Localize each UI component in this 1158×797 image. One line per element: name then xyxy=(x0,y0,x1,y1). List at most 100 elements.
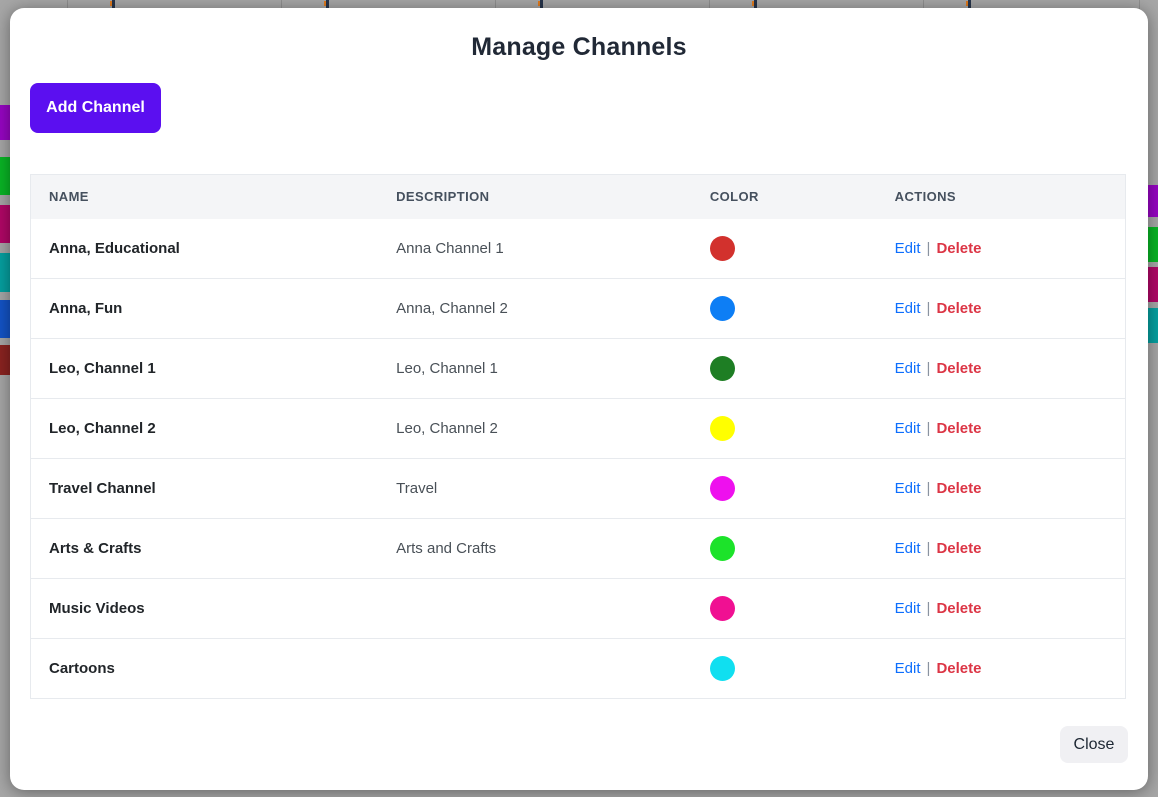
delete-link[interactable]: Delete xyxy=(936,239,982,257)
channel-color-cell xyxy=(691,518,877,579)
action-separator: | xyxy=(926,239,931,257)
channel-color-cell xyxy=(691,458,877,519)
channel-actions-cell: Edit | Delete xyxy=(876,278,1126,339)
table-row: Leo, Channel 2 Leo, Channel 2 Edit | Delet… xyxy=(30,398,1126,459)
channel-name: Anna, Educational xyxy=(30,218,379,279)
channel-actions-cell: Edit | Delete xyxy=(876,398,1126,459)
channel-color-dot xyxy=(709,536,735,561)
delete-link[interactable]: Delete xyxy=(936,660,982,677)
backdrop-right-strip xyxy=(1147,0,1158,797)
manage-channels-modal: Manage Channels Add Channel NAME DESCRIP… xyxy=(10,8,1148,790)
background-event-block xyxy=(0,157,11,195)
channel-name: Anna, Fun xyxy=(30,278,379,339)
table-row: Music Videos Edit | Delete xyxy=(30,578,1126,639)
background-event-block xyxy=(0,105,11,140)
channel-color-dot xyxy=(709,656,735,681)
background-grid-line xyxy=(281,0,282,9)
background-event-block xyxy=(0,300,11,338)
backdrop-top-strip xyxy=(0,0,1158,9)
background-event-tick xyxy=(752,0,757,9)
channel-description: Leo, Channel 2 xyxy=(378,398,692,459)
action-separator: | xyxy=(926,480,931,497)
delete-link[interactable]: Delete xyxy=(936,360,982,377)
channel-color-cell xyxy=(691,578,877,639)
edit-link[interactable]: Edit xyxy=(894,480,921,497)
channel-color-cell xyxy=(691,338,877,399)
table-row: Anna, Educational Anna Channel 1 Edit | De… xyxy=(30,218,1126,279)
channel-color-dot xyxy=(709,596,735,621)
channel-color-cell xyxy=(691,638,877,699)
background-event-block xyxy=(1147,185,1158,217)
background-grid-line xyxy=(67,0,68,9)
delete-link[interactable]: Delete xyxy=(936,600,982,617)
channel-color-dot xyxy=(709,476,735,501)
delete-link[interactable]: Delete xyxy=(936,480,982,497)
action-separator: | xyxy=(926,300,931,317)
column-header-color: COLOR xyxy=(691,174,877,219)
channels-table: NAME DESCRIPTION COLOR ACTIONS Anna, Edu… xyxy=(30,174,1126,699)
background-event-block xyxy=(1147,267,1158,302)
add-channel-button[interactable]: Add Channel xyxy=(30,83,161,133)
background-event-tick xyxy=(966,0,971,9)
channel-color-dot xyxy=(709,235,735,261)
channel-actions-cell: Edit | Delete xyxy=(876,578,1126,639)
table-row: Arts & Crafts Arts and Crafts Edit | Delet… xyxy=(30,518,1126,579)
background-grid-line xyxy=(923,0,924,9)
delete-link[interactable]: Delete xyxy=(936,300,982,317)
action-separator: | xyxy=(926,660,931,677)
channel-name: Arts & Crafts xyxy=(30,518,379,579)
edit-link[interactable]: Edit xyxy=(894,300,921,317)
channel-actions-cell: Edit | Delete xyxy=(876,518,1126,579)
channel-actions-cell: Edit | Delete xyxy=(876,338,1126,399)
channel-description: Travel xyxy=(378,458,692,519)
channel-description xyxy=(378,578,692,639)
delete-link[interactable]: Delete xyxy=(936,540,982,557)
delete-link[interactable]: Delete xyxy=(936,420,982,437)
channel-name: Cartoons xyxy=(30,638,379,699)
channel-color-dot xyxy=(709,416,735,441)
background-event-block xyxy=(1147,308,1158,343)
modal-footer: Close xyxy=(30,726,1128,763)
channel-actions-cell: Edit | Delete xyxy=(876,218,1126,279)
backdrop-left-strip xyxy=(0,0,11,797)
background-event-tick xyxy=(110,0,115,9)
table-header-row: NAME DESCRIPTION COLOR ACTIONS xyxy=(30,174,1126,219)
channel-color-dot xyxy=(709,296,735,321)
close-button[interactable]: Close xyxy=(1060,726,1128,763)
channel-description: Arts and Crafts xyxy=(378,518,692,579)
channels-table-body: Anna, Educational Anna Channel 1 Edit | De… xyxy=(30,218,1126,699)
edit-link[interactable]: Edit xyxy=(894,239,921,257)
column-header-actions: ACTIONS xyxy=(876,174,1126,219)
edit-link[interactable]: Edit xyxy=(894,660,921,677)
action-separator: | xyxy=(926,360,931,377)
background-event-tick xyxy=(324,0,329,9)
background-event-block xyxy=(1147,227,1158,262)
channel-color-cell xyxy=(691,278,877,339)
table-row: Cartoons Edit | Delete xyxy=(30,638,1126,699)
channel-color-dot xyxy=(709,356,735,381)
channel-description: Anna Channel 1 xyxy=(378,218,692,279)
channel-name: Leo, Channel 1 xyxy=(30,338,379,399)
table-row: Anna, Fun Anna, Channel 2 Edit | Delete xyxy=(30,278,1126,339)
background-grid-line xyxy=(709,0,710,9)
background-event-block xyxy=(0,205,11,243)
channel-color-cell xyxy=(691,218,877,279)
edit-link[interactable]: Edit xyxy=(894,360,921,377)
action-separator: | xyxy=(926,540,931,557)
channel-actions-cell: Edit | Delete xyxy=(876,638,1126,699)
background-grid-line xyxy=(495,0,496,9)
action-separator: | xyxy=(926,420,931,437)
edit-link[interactable]: Edit xyxy=(894,420,921,437)
edit-link[interactable]: Edit xyxy=(894,600,921,617)
table-row: Travel Channel Travel Edit | Delete xyxy=(30,458,1126,519)
channel-description: Leo, Channel 1 xyxy=(378,338,692,399)
edit-link[interactable]: Edit xyxy=(894,540,921,557)
channel-description xyxy=(378,638,692,699)
channel-color-cell xyxy=(691,398,877,459)
channel-name: Music Videos xyxy=(30,578,379,639)
modal-title: Manage Channels xyxy=(471,33,687,61)
background-event-tick xyxy=(538,0,543,9)
channel-actions-cell: Edit | Delete xyxy=(876,458,1126,519)
channel-name: Leo, Channel 2 xyxy=(30,398,379,459)
channel-description: Anna, Channel 2 xyxy=(378,278,692,339)
